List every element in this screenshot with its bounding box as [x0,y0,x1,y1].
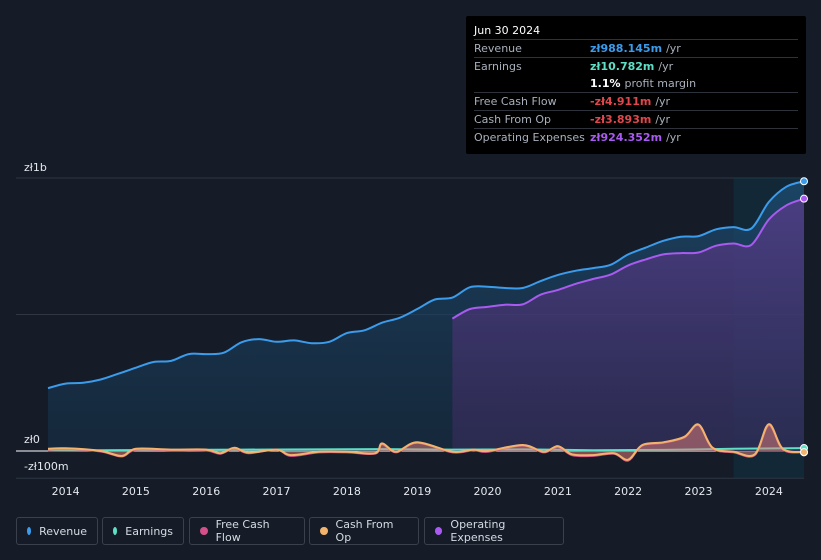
tooltip-value: -zł4.911m [590,95,652,108]
tooltip-suffix: profit margin [624,77,697,90]
legend-dot-icon [435,527,443,535]
legend-label: Revenue [39,524,87,538]
tooltip-label [474,75,590,92]
tooltip-value: zł988.145m [590,42,663,55]
tooltip-suffix: /yr [666,42,681,55]
x-tick-label: 2018 [333,485,361,498]
tooltip-row-profit-margin: 1.1% profit margin [474,75,798,92]
revenue-endpoint [800,177,808,186]
tooltip-value: zł10.782m [590,60,655,73]
tooltip-value: -zł3.893m [590,113,652,126]
x-tick-label: 2020 [474,485,502,498]
tooltip-label: Earnings [474,60,522,73]
y-tick-label-bottom: -zł100m [24,460,69,473]
tooltip-row-free-cash-flow: Free Cash Flow -zł4.911m /yr [474,92,798,110]
x-tick-label: 2019 [403,485,431,498]
tooltip-row-earnings: Earnings zł10.782m /yr [474,57,798,75]
legend-label: Cash From Op [335,518,394,544]
legend-dot-icon [200,527,208,535]
chart-tooltip: Jun 30 2024 Revenue zł988.145m /yr Earni… [466,16,806,154]
tooltip-suffix: /yr [666,131,681,144]
legend-item-earnings[interactable]: Earnings [102,517,184,545]
cash-from-op-area [48,424,804,460]
legend-item-operating-expenses[interactable]: Operating Expenses [424,517,564,545]
tooltip-value: zł924.352m [590,131,663,144]
x-tick-label: 2021 [544,485,572,498]
revenue-line [47,180,805,390]
cash-from-op-line [47,423,805,461]
legend-item-revenue[interactable]: Revenue [16,517,98,545]
legend-dot-icon [27,527,32,535]
tooltip-label: Revenue [474,42,522,55]
y-tick-label-zero: zł0 [24,433,40,446]
tooltip-date: Jun 30 2024 [474,24,541,37]
legend-dot-icon [320,527,328,535]
tooltip-row-cash-from-op: Cash From Op -zł3.893m /yr [474,110,798,128]
tooltip-suffix: /yr [655,113,671,126]
tooltip-label: Operating Expenses [474,131,585,144]
tooltip-suffix: /yr [658,60,674,73]
tooltip-label: Cash From Op [474,113,552,126]
free-cash-flow-area [48,424,804,461]
legend-item-cash-from-op[interactable]: Cash From Op [309,517,419,545]
x-tick-label: 2014 [52,485,80,498]
tooltip-suffix: /yr [655,95,671,108]
x-tick-label: 2024 [755,485,783,498]
legend-label: Earnings [125,524,173,538]
operating-expenses-endpoint [800,194,808,203]
x-tick-label: 2017 [263,485,291,498]
y-tick-label-top: zł1b [24,161,47,174]
legend-label: Operating Expenses [450,518,506,544]
tooltip-row-operating-expenses: Operating Expenses zł924.352m /yr [474,128,798,146]
tooltip-value: 1.1% [590,77,621,90]
legend-dot-icon [113,527,118,535]
cash-from-op-endpoint [800,448,808,457]
operating-expenses-line [451,197,805,320]
tooltip-row-revenue: Revenue zł988.145m /yr [474,39,798,57]
legend-item-free-cash-flow[interactable]: Free Cash Flow [189,517,305,545]
x-tick-label: 2016 [192,485,220,498]
tooltip-label: Free Cash Flow [474,95,557,108]
operating-expenses-area [452,198,804,451]
x-tick-label: 2022 [614,485,642,498]
x-tick-label: 2015 [122,485,150,498]
legend-label: Free Cash Flow [215,518,270,544]
x-tick-label: 2023 [685,485,713,498]
